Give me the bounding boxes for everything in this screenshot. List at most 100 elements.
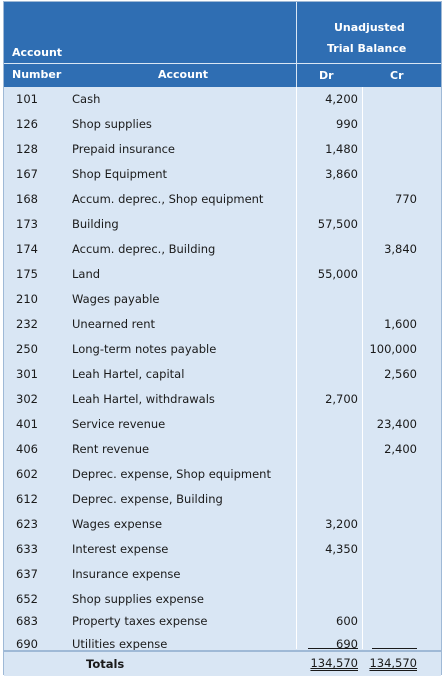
- table-row: 174 Accum. deprec., Building 3,840: [4, 237, 441, 262]
- table-row: 690 Utilities expense 690: [4, 632, 441, 657]
- credit-amount: 23,400: [376, 417, 417, 431]
- debit-amount: 1,480: [325, 142, 358, 156]
- account-name: Accum. deprec., Shop equipment: [72, 192, 264, 206]
- table-row: 167 Shop Equipment 3,860: [4, 162, 441, 187]
- account-number: 406: [16, 442, 38, 456]
- account-number-header-line1: Account: [12, 46, 63, 59]
- table-row: 128 Prepaid insurance 1,480: [4, 137, 441, 162]
- section-title-line2: Trial Balance: [327, 42, 407, 55]
- account-number: 301: [16, 367, 38, 381]
- account-name: Shop supplies: [72, 117, 152, 131]
- account-number: 175: [16, 267, 38, 281]
- table-row: 602 Deprec. expense, Shop equipment: [4, 462, 441, 487]
- account-name: Shop supplies expense: [72, 592, 204, 606]
- credit-amount: 100,000: [369, 342, 417, 356]
- account-number-header-line2: Number: [12, 68, 62, 81]
- account-number: 232: [16, 317, 38, 331]
- table-row: 175 Land 55,000: [4, 262, 441, 287]
- credit-amount: 2,560: [384, 367, 417, 381]
- account-name: Leah Hartel, capital: [72, 367, 185, 381]
- account-name: Interest expense: [72, 542, 169, 556]
- account-name: Utilities expense: [72, 637, 168, 651]
- credit-amount: 3,840: [384, 242, 417, 256]
- account-number: 401: [16, 417, 38, 431]
- account-number: 602: [16, 467, 38, 481]
- account-name: Building: [72, 217, 119, 231]
- account-number: 302: [16, 392, 38, 406]
- account-name: Leah Hartel, withdrawals: [72, 392, 215, 406]
- account-name: Insurance expense: [72, 567, 181, 581]
- debit-amount: 990: [336, 117, 358, 131]
- account-number: 128: [16, 142, 38, 156]
- column-divider: [362, 87, 363, 649]
- section-title-line1: Unadjusted: [334, 21, 405, 34]
- debit-amount: 600: [336, 614, 358, 628]
- table-row: 401 Service revenue 23,400: [4, 412, 441, 437]
- account-number: 637: [16, 567, 38, 581]
- debit-amount: 55,000: [317, 267, 358, 281]
- account-name: Land: [72, 267, 101, 281]
- table-row: 250 Long-term notes payable 100,000: [4, 337, 441, 362]
- table-header: Unadjusted Trial Balance Account Number …: [4, 2, 441, 87]
- account-number: 633: [16, 542, 38, 556]
- account-name: Rent revenue: [72, 442, 150, 456]
- header-divider: [296, 2, 297, 87]
- header-divider: [4, 63, 441, 64]
- account-name: Wages expense: [72, 517, 163, 531]
- account-number: 652: [16, 592, 38, 606]
- account-name: Accum. deprec., Building: [72, 242, 216, 256]
- account-name: Property taxes expense: [72, 614, 208, 628]
- debit-sum-rule: [308, 648, 358, 649]
- column-divider: [296, 87, 297, 649]
- table-row: 210 Wages payable: [4, 287, 441, 312]
- debit-amount: 4,200: [325, 92, 358, 106]
- debit-amount: 2,700: [325, 392, 358, 406]
- table-row: 652 Shop supplies expense: [4, 587, 441, 612]
- account-number: 210: [16, 292, 38, 306]
- account-name: Service revenue: [72, 417, 166, 431]
- table-row: 612 Deprec. expense, Building: [4, 487, 441, 512]
- trial-balance-table: Unadjusted Trial Balance Account Number …: [3, 1, 442, 676]
- account-number: 683: [16, 614, 38, 628]
- table-row: 173 Building 57,500: [4, 212, 441, 237]
- table-row: 168 Accum. deprec., Shop equipment 770: [4, 187, 441, 212]
- table-row: 302 Leah Hartel, withdrawals 2,700: [4, 387, 441, 412]
- debit-amount: 57,500: [317, 217, 358, 231]
- account-header: Account: [158, 68, 209, 81]
- table-row: 406 Rent revenue 2,400: [4, 437, 441, 462]
- account-number: 612: [16, 492, 38, 506]
- account-name: Cash: [72, 92, 101, 106]
- account-name: Prepaid insurance: [72, 142, 176, 156]
- account-name: Wages payable: [72, 292, 160, 306]
- account-name: Deprec. expense, Shop equipment: [72, 467, 271, 481]
- account-number: 168: [16, 192, 38, 206]
- account-number: 690: [16, 637, 38, 651]
- account-name: Unearned rent: [72, 317, 156, 331]
- table-row: 232 Unearned rent 1,600: [4, 312, 441, 337]
- table-row: 623 Wages expense 3,200: [4, 512, 441, 537]
- account-name: Deprec. expense, Building: [72, 492, 223, 506]
- account-name: Shop Equipment: [72, 167, 168, 181]
- credit-sum-rule: [372, 648, 417, 649]
- credit-amount: 2,400: [384, 442, 417, 456]
- account-number: 101: [16, 92, 38, 106]
- totals-row: Totals 134,570 134,570: [4, 650, 441, 676]
- account-number: 126: [16, 117, 38, 131]
- credit-amount: 1,600: [384, 317, 417, 331]
- credit-header: Cr: [390, 69, 404, 82]
- account-number: 173: [16, 217, 38, 231]
- totals-label: Totals: [86, 657, 125, 671]
- table-row: 637 Insurance expense: [4, 562, 441, 587]
- account-number: 623: [16, 517, 38, 531]
- table-row: 101 Cash 4,200: [4, 87, 441, 112]
- totals-debit: 134,570: [310, 656, 358, 670]
- account-number: 174: [16, 242, 38, 256]
- account-number: 167: [16, 167, 38, 181]
- credit-amount: 770: [395, 192, 417, 206]
- account-name: Long-term notes payable: [72, 342, 217, 356]
- debit-amount: 4,350: [325, 542, 358, 556]
- account-number: 250: [16, 342, 38, 356]
- debit-header: Dr: [319, 69, 334, 82]
- debit-amount: 3,200: [325, 517, 358, 531]
- table-row: 683 Property taxes expense 600: [4, 609, 441, 634]
